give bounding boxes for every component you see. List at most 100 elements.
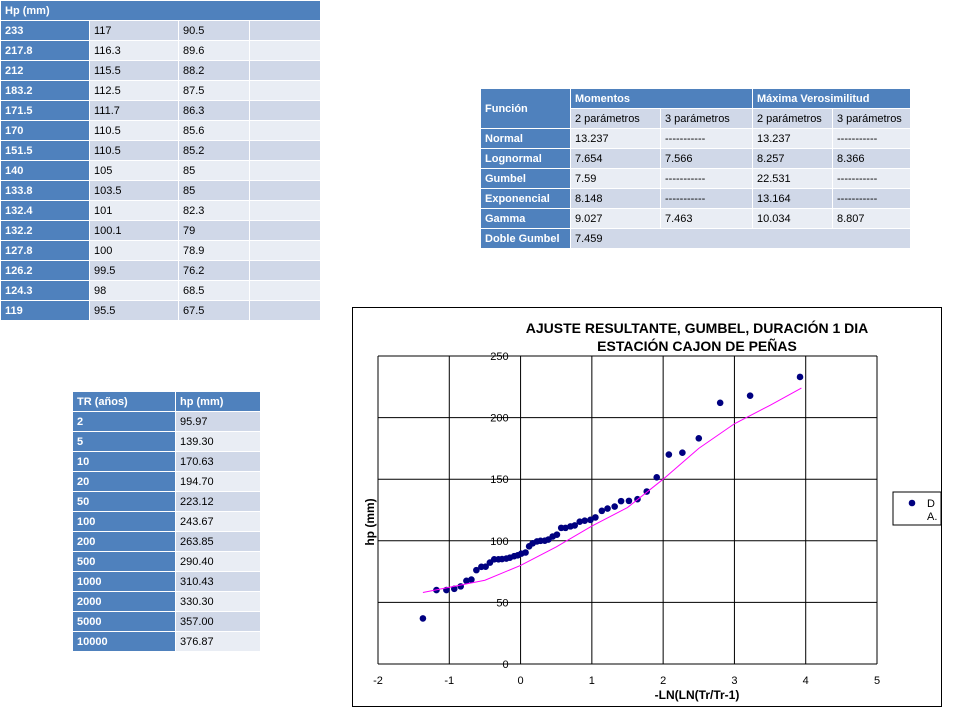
row-header: 212 bbox=[0, 60, 90, 81]
subheader: 2 parámetros bbox=[570, 108, 661, 129]
cell: 82.3 bbox=[178, 200, 250, 221]
row: 2000 330.30 bbox=[72, 591, 261, 612]
cell: 110.5 bbox=[89, 120, 179, 141]
row: 212 115.5 88.2 bbox=[0, 60, 322, 81]
cell: ----------- bbox=[831, 188, 912, 209]
cell: 85 bbox=[178, 180, 250, 201]
row-header: 5 bbox=[72, 431, 176, 452]
row: 200 263.85 bbox=[72, 531, 261, 552]
cell: 7.654 bbox=[570, 148, 661, 169]
cell: 112.5 bbox=[89, 80, 179, 101]
row-header: 100 bbox=[72, 511, 176, 532]
cell: ----------- bbox=[831, 128, 912, 149]
row: 119 95.5 67.5 bbox=[0, 300, 322, 321]
data-point bbox=[468, 576, 475, 583]
row-header: 127.8 bbox=[0, 240, 90, 261]
row-header: Exponencial bbox=[480, 188, 571, 209]
cell: 95.5 bbox=[89, 300, 179, 321]
row-header: 217.8 bbox=[0, 40, 90, 61]
header-cell: hp (mm) bbox=[175, 391, 261, 412]
cell: 98 bbox=[89, 280, 179, 301]
hp-table: Hp (mm) 233 117 90.5 217.8 116.3 89.6 212 115.5 8… bbox=[0, 0, 322, 321]
row: 5000 357.00 bbox=[72, 611, 261, 632]
empty-cell bbox=[248, 300, 322, 321]
cell: 78.9 bbox=[178, 240, 250, 261]
chart-subtitle: ESTACIÓN CAJON DE PEÑAS bbox=[597, 337, 797, 354]
x-tick-label: 1 bbox=[589, 675, 595, 687]
empty-cell bbox=[248, 20, 322, 41]
cell: ----------- bbox=[660, 168, 753, 189]
row: 183.2 112.5 87.5 bbox=[0, 80, 322, 101]
empty-cell bbox=[248, 60, 322, 81]
x-tick-label: 0 bbox=[518, 675, 524, 687]
row: Gumbel 7.59 ----------- 22.531 ----------- bbox=[480, 168, 912, 189]
cell: 85.2 bbox=[178, 140, 250, 161]
row: Lognormal 7.654 7.566 8.257 8.366 bbox=[480, 148, 912, 169]
x-tick-label: -1 bbox=[444, 675, 454, 687]
cell: 263.85 bbox=[175, 531, 261, 552]
row-header: 5000 bbox=[72, 611, 176, 632]
row-header: 50 bbox=[72, 491, 176, 512]
row: 1000 310.43 bbox=[72, 571, 261, 592]
cell: 116.3 bbox=[89, 40, 179, 61]
cell: 99.5 bbox=[89, 260, 179, 281]
data-point bbox=[679, 449, 686, 457]
row-header: 124.3 bbox=[0, 280, 90, 301]
row-header: Lognormal bbox=[480, 148, 571, 169]
row: 132.2 100.1 79 bbox=[0, 220, 322, 241]
cell: 194.70 bbox=[175, 471, 261, 492]
row-header: 151.5 bbox=[0, 140, 90, 161]
header-row: TR (años) hp (mm) bbox=[72, 391, 261, 412]
y-tick-label: 200 bbox=[490, 413, 508, 425]
header-row: Función Momentos Máxima Verosimilitud bbox=[480, 88, 912, 129]
cell: 110.5 bbox=[89, 140, 179, 161]
cell: 243.67 bbox=[175, 511, 261, 532]
tr-table: TR (años) hp (mm) 2 95.97 5 139.30 10 170.63 20 1… bbox=[72, 391, 261, 652]
row: 133.8 103.5 85 bbox=[0, 180, 322, 201]
subheader: 3 parámetros bbox=[831, 108, 912, 129]
empty-cell bbox=[248, 260, 322, 281]
data-point bbox=[598, 507, 606, 515]
cell: 105 bbox=[89, 160, 179, 181]
subheader-row: 2 parámetros 3 parámetros 2 parámetros 3 pa… bbox=[481, 108, 912, 129]
row: 20 194.70 bbox=[72, 471, 261, 492]
data-point bbox=[557, 524, 565, 532]
empty-cell bbox=[248, 80, 322, 101]
row: Normal 13.237 ----------- 13.237 ----------- bbox=[480, 128, 912, 149]
x-tick-label: -2 bbox=[373, 675, 383, 687]
row-header: 2000 bbox=[72, 591, 176, 612]
data-point bbox=[478, 563, 485, 571]
legend-label: A. bbox=[927, 511, 937, 523]
row-header: 133.8 bbox=[0, 180, 90, 201]
row: Exponencial 8.148 ----------- 13.164 -------… bbox=[480, 188, 912, 209]
chart-title: AJUSTE RESULTANTE, GUMBEL, DURACIÓN 1 DI… bbox=[526, 319, 869, 336]
cell: 13.237 bbox=[570, 128, 661, 149]
row-header: 183.2 bbox=[0, 80, 90, 101]
cell: 7.566 bbox=[660, 148, 753, 169]
cell: 76.2 bbox=[178, 260, 250, 281]
cell: 101 bbox=[89, 200, 179, 221]
cell: 330.30 bbox=[175, 591, 261, 612]
row-header: Doble Gumbel bbox=[480, 228, 571, 249]
row-header: 200 bbox=[72, 531, 176, 552]
group-header: Máxima Verosimilitud bbox=[751, 88, 912, 109]
cell: 67.5 bbox=[178, 300, 250, 321]
cell: 139.30 bbox=[175, 431, 261, 452]
data-point bbox=[617, 497, 625, 505]
cell: 170.63 bbox=[175, 451, 261, 472]
x-tick-label: 2 bbox=[660, 675, 666, 687]
cell: 7.463 bbox=[660, 208, 753, 229]
header-row: Hp (mm) bbox=[0, 0, 322, 21]
row: 151.5 110.5 85.2 bbox=[0, 140, 322, 161]
data-point bbox=[450, 585, 458, 593]
row: 10 170.63 bbox=[72, 451, 261, 472]
y-axis-label: hp (mm) bbox=[363, 498, 377, 545]
fit-table: Función Momentos Máxima Verosimilitud 2 par… bbox=[480, 88, 912, 249]
row: 10000 376.87 bbox=[72, 631, 261, 652]
cell: 111.7 bbox=[89, 100, 179, 121]
row: 5 139.30 bbox=[72, 431, 261, 452]
empty-cell bbox=[248, 240, 322, 261]
cell: 88.2 bbox=[178, 60, 250, 81]
data-point bbox=[576, 518, 584, 526]
